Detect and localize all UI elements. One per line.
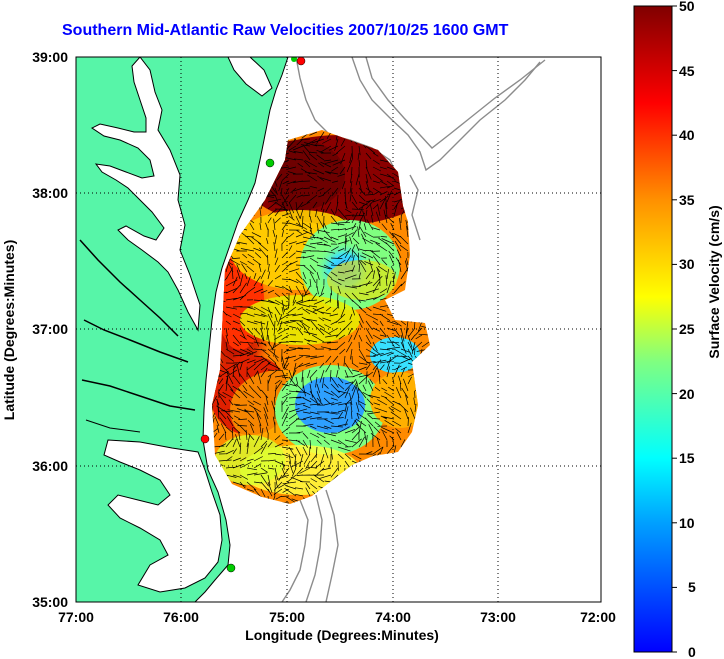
colorbar-tick: 25 [679,321,695,337]
colorbar-tick: 35 [679,192,695,208]
y-tick-label: 38:00 [32,185,68,201]
chesapeake-bay [91,57,201,332]
station-marker [296,57,306,66]
x-tick-label: 76:00 [163,609,199,625]
y-tick-label: 37:00 [32,321,68,337]
x-axis: 77:00 76:00 75:00 74:00 73:00 72:00 Long… [58,609,616,643]
velocity-field [212,130,430,504]
x-tick-label: 73:00 [480,609,516,625]
colorbar-tick: 0 [688,644,696,659]
colorbar-tick: 45 [679,63,695,79]
map-title: Southern Mid-Atlantic Raw Velocities 200… [62,22,509,39]
station-marker [226,563,236,573]
grid-lines [76,57,601,602]
plot-frame [75,56,602,603]
station-marker [265,158,275,168]
x-tick-label: 77:00 [58,609,94,625]
x-axis-label: Longitude (Degrees:Minutes) [245,627,439,643]
colorbar-tick: 5 [688,579,696,595]
y-tick-label: 39:00 [32,49,68,65]
delaware-bay [227,57,273,97]
colorbar-tick: 30 [679,256,695,272]
colorbar-tick: 15 [679,450,695,466]
colorbar: 50 45 40 35 30 25 20 15 10 5 0 Surface V… [633,0,722,659]
colorbar-tick: 50 [679,0,695,14]
pamlico-sound [103,439,223,593]
colorbar-tick: 40 [679,127,695,143]
y-tick-label: 36:00 [32,458,68,474]
x-tick-label: 75:00 [269,609,305,625]
y-axis-label: Latitude (Degrees:Minutes) [1,240,17,420]
y-tick-label: 35:00 [32,594,68,610]
x-tick-label: 74:00 [375,609,411,625]
y-axis: 39:00 38:00 37:00 36:00 35:00 Latitude (… [1,49,68,610]
station-marker [291,57,297,62]
colorbar-tick: 10 [679,515,695,531]
station-marker [200,434,210,444]
colorbar-label: Surface Velocity (cm/s) [706,205,722,358]
colorbar-tick: 20 [679,386,695,402]
x-tick-label: 72:00 [580,609,616,625]
